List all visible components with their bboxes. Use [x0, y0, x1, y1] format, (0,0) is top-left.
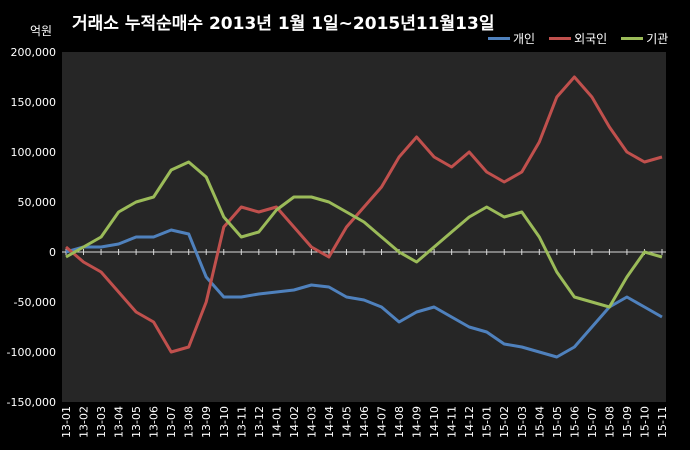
y-tick-label: 100,000: [11, 146, 57, 159]
x-tick-label: 13-05: [130, 406, 143, 438]
series-line-1: [65, 75, 663, 354]
x-tick-label: 13-12: [253, 406, 266, 438]
x-tick-label: 13-06: [148, 406, 161, 438]
x-tick-label: 13-03: [95, 406, 108, 438]
x-tick-label: 14-02: [288, 406, 301, 438]
legend-item-institution: 기관: [621, 30, 668, 47]
x-tick-label: 13-08: [183, 406, 196, 438]
x-tick-label: 14-11: [446, 406, 459, 438]
x-tick-label: 14-06: [358, 406, 371, 438]
x-tick-label: 15-08: [603, 406, 616, 438]
x-tick-label: 15-05: [551, 406, 564, 438]
x-tick-label: 15-01: [481, 406, 494, 438]
x-tick-label: 15-11: [656, 406, 669, 438]
x-tick-label: 14-07: [376, 406, 389, 438]
x-tick-label: 14-04: [323, 406, 336, 438]
x-tick-label: 15-06: [568, 406, 581, 438]
x-tick-label: 13-10: [218, 406, 231, 438]
y-tick-label: 50,000: [18, 196, 57, 209]
x-tick-label: 14-03: [305, 406, 318, 438]
x-tick-label: 13-07: [165, 406, 178, 438]
x-tick-label: 14-09: [411, 406, 424, 438]
x-tick-label: 15-04: [533, 406, 546, 438]
x-tick-label: 14-08: [393, 406, 406, 438]
x-tick-label: 13-04: [113, 406, 126, 438]
y-axis-unit-label: 억원: [30, 24, 53, 38]
y-tick-label: -50,000: [14, 296, 56, 309]
x-tick-label: 13-09: [200, 406, 213, 438]
x-tick-label: 15-03: [516, 406, 529, 438]
x-tick-label: 15-07: [586, 406, 599, 438]
legend: 개인 외국인 기관: [488, 30, 668, 47]
x-tick-label: 15-10: [638, 406, 651, 438]
series-line-2: [65, 160, 663, 309]
legend-item-individual: 개인: [488, 30, 535, 47]
x-tick-label: 15-09: [621, 406, 634, 438]
legend-swatch-foreign: [549, 37, 572, 40]
x-tick-label: 14-12: [463, 406, 476, 438]
y-tick-label: 150,000: [11, 96, 57, 109]
chart-title: 거래소 누적순매수 2013년 1월 1일~2015년11월13일: [72, 14, 495, 34]
x-tick-label: 13-11: [235, 406, 248, 438]
legend-label-individual: 개인: [513, 32, 536, 46]
x-tick-label: 13-01: [60, 406, 73, 438]
series-line-0: [65, 228, 663, 359]
y-tick-label: -150,000: [7, 396, 56, 409]
x-tick-label: 14-05: [340, 406, 353, 438]
legend-swatch-individual: [488, 37, 510, 40]
x-tick-label: 13-02: [78, 406, 91, 438]
x-tick-label: 15-02: [498, 406, 511, 438]
x-tick-label: 14-01: [270, 406, 283, 438]
plot-area: [62, 52, 666, 402]
y-tick-label: 200,000: [11, 46, 57, 59]
x-tick-label: 14-10: [428, 406, 441, 438]
legend-item-foreign: 외국인: [549, 30, 607, 47]
y-tick-label: -100,000: [7, 346, 56, 359]
legend-swatch-institution: [621, 37, 644, 40]
legend-label-institution: 기관: [646, 32, 669, 46]
y-tick-label: 0: [49, 246, 56, 259]
legend-label-foreign: 외국인: [574, 32, 608, 46]
